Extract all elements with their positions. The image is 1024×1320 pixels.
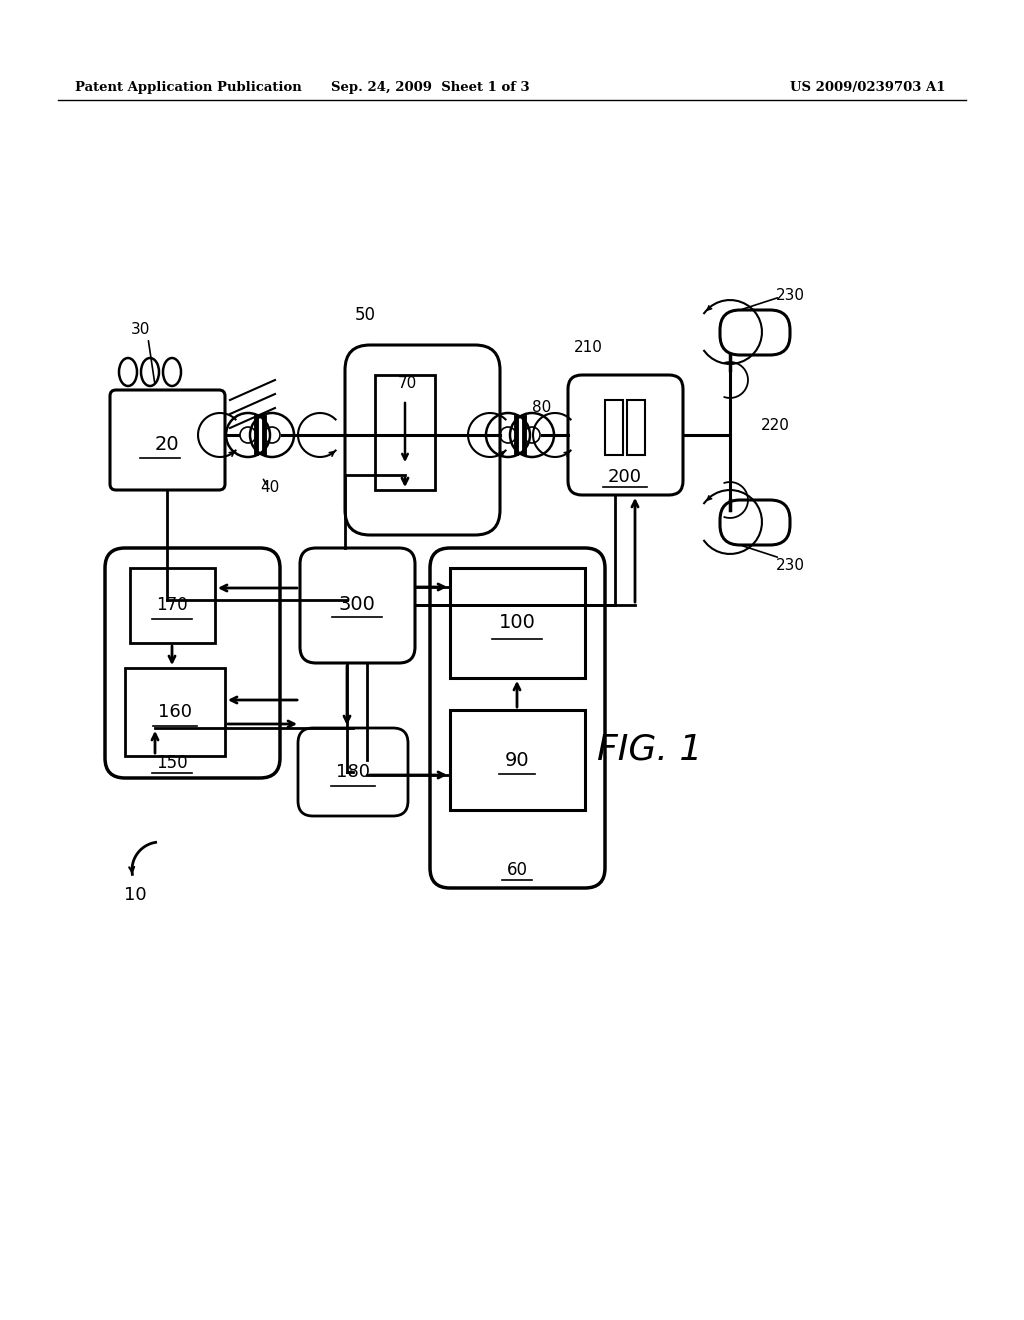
Text: 40: 40 bbox=[260, 479, 280, 495]
Bar bbox=[125, 668, 225, 756]
Text: 230: 230 bbox=[775, 288, 805, 302]
FancyBboxPatch shape bbox=[430, 548, 605, 888]
Text: FIG. 1: FIG. 1 bbox=[597, 733, 702, 767]
Text: 30: 30 bbox=[130, 322, 150, 338]
Text: 10: 10 bbox=[124, 886, 146, 904]
Text: 200: 200 bbox=[608, 469, 642, 486]
FancyBboxPatch shape bbox=[110, 389, 225, 490]
Text: 210: 210 bbox=[573, 339, 602, 355]
FancyBboxPatch shape bbox=[300, 548, 415, 663]
Bar bbox=[375, 375, 435, 490]
Bar bbox=[627, 400, 645, 455]
Text: 220: 220 bbox=[761, 417, 790, 433]
FancyBboxPatch shape bbox=[345, 345, 500, 535]
Text: 60: 60 bbox=[507, 861, 527, 879]
Bar bbox=[450, 568, 585, 678]
Text: 150: 150 bbox=[157, 754, 187, 772]
Text: 20: 20 bbox=[155, 436, 179, 454]
Bar bbox=[605, 400, 623, 455]
Text: 180: 180 bbox=[336, 763, 370, 781]
Text: 100: 100 bbox=[499, 614, 536, 632]
Text: 50: 50 bbox=[354, 306, 376, 323]
FancyBboxPatch shape bbox=[105, 548, 280, 777]
Text: 300: 300 bbox=[339, 595, 376, 615]
Text: US 2009/0239703 A1: US 2009/0239703 A1 bbox=[790, 82, 945, 95]
Text: 160: 160 bbox=[158, 704, 193, 721]
Text: Sep. 24, 2009  Sheet 1 of 3: Sep. 24, 2009 Sheet 1 of 3 bbox=[331, 82, 529, 95]
Text: 70: 70 bbox=[397, 375, 417, 391]
Text: 80: 80 bbox=[532, 400, 552, 414]
Text: 230: 230 bbox=[775, 557, 805, 573]
Bar bbox=[130, 568, 215, 643]
Text: 90: 90 bbox=[505, 751, 529, 770]
Bar bbox=[450, 710, 585, 810]
FancyBboxPatch shape bbox=[568, 375, 683, 495]
FancyBboxPatch shape bbox=[298, 729, 408, 816]
FancyBboxPatch shape bbox=[720, 500, 790, 545]
FancyBboxPatch shape bbox=[720, 310, 790, 355]
Text: Patent Application Publication: Patent Application Publication bbox=[75, 82, 302, 95]
Text: 170: 170 bbox=[157, 597, 187, 614]
